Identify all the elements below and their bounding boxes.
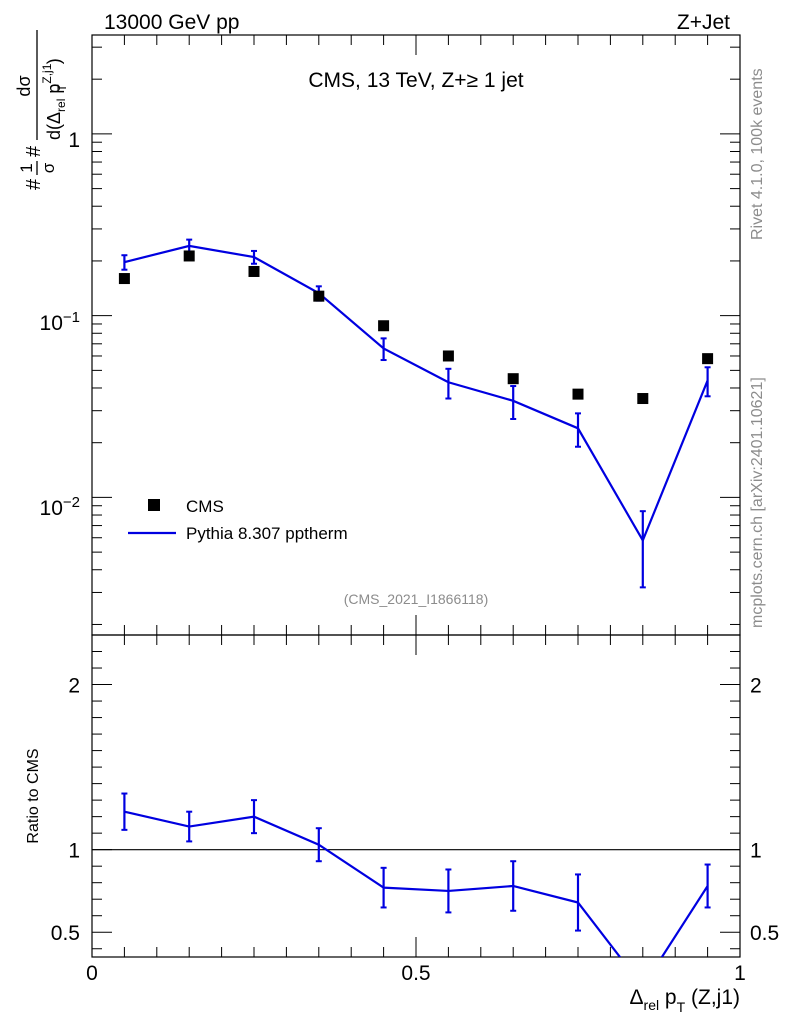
- analysis-id-label: (CMS_2021_I1866118): [344, 591, 489, 607]
- cms-data-point: [378, 320, 390, 332]
- x-tick-label: 1: [734, 962, 746, 985]
- x-axis-label: Δrel pT (Z,j1): [630, 986, 741, 1015]
- cms-data-point: [248, 265, 260, 277]
- ratio-y-tick-label-left: 2: [68, 675, 80, 698]
- main-series-group: [118, 238, 714, 589]
- cms-data-point: [702, 353, 714, 365]
- ratio-x-tick-labels: 0 0.5 1: [86, 962, 746, 985]
- legend: CMS Pythia 8.307 pptherm: [128, 497, 348, 543]
- header-process-label: Z+Jet: [677, 11, 730, 34]
- cms-data-point: [118, 273, 130, 285]
- mcplots-source-label: mcplots.cern.ch [arXiv:2401.10621]: [749, 377, 766, 628]
- y-tick-label-1: 1: [68, 129, 80, 152]
- ratio-axis-ticks: [91, 634, 741, 957]
- legend-cms-label: CMS: [186, 497, 224, 516]
- chart-title: CMS, 13 TeV, Z+≥ 1 jet: [308, 69, 523, 92]
- main-axis-ticks: [91, 35, 741, 635]
- ratio-pythia-line: [124, 810, 709, 957]
- ratio-y-tick-label-right: 2: [750, 675, 762, 698]
- cms-data-point: [442, 350, 454, 362]
- ratio-y-tick-labels: 0.5 0.5 1 1 2 2: [51, 675, 779, 946]
- y-tick-label-0.1: 10−1: [40, 309, 80, 335]
- main-y-tick-labels: 1 10−1 10−2: [40, 129, 80, 520]
- ratio-series-group: [121, 792, 711, 957]
- cms-data-point: [507, 373, 519, 385]
- main-y-axis-label: # 1 σ # dσ d(Δrel pZ,j1T): [14, 30, 69, 190]
- pythia-line: [124, 244, 709, 543]
- ratio-y-tick-label-right: 1: [750, 840, 762, 863]
- legend-cms-marker: [148, 499, 160, 511]
- ratio-panel: 0.5 0.51 12 2 0 0.5 1 Ratio to CMS Δrel pT (Z…: [25, 634, 779, 1015]
- legend-pythia-label: Pythia 8.307 pptherm: [186, 524, 348, 543]
- cms-data-point: [313, 290, 325, 302]
- header-energy-label: 13000 GeV pp: [104, 11, 239, 34]
- svg-text:#: #: [23, 178, 45, 190]
- main-panel: 1 10−1 10−2 CMS, 13 TeV, Z+≥ 1 jet (CMS_…: [14, 30, 741, 636]
- svg-text:d(Δrel pZ,j1T): d(Δrel pZ,j1T): [40, 58, 69, 140]
- cms-data-point: [572, 388, 584, 400]
- svg-text:σ: σ: [39, 162, 58, 173]
- cms-data-point: [637, 393, 649, 405]
- x-tick-label: 0.5: [401, 962, 430, 985]
- cms-data-point: [183, 250, 195, 262]
- svg-text:dσ: dσ: [14, 75, 34, 96]
- ratio-y-tick-label-left: 1: [68, 840, 80, 863]
- svg-text:#: #: [23, 145, 45, 157]
- rivet-info-label: Rivet 4.1.0, 100k events: [749, 68, 766, 240]
- ratio-y-axis-label: Ratio to CMS: [25, 748, 42, 843]
- ratio-frame: [91, 634, 741, 958]
- y-tick-label-0.01: 10−2: [40, 494, 80, 520]
- ratio-y-tick-label-left: 0.5: [51, 922, 80, 945]
- x-tick-label: 0: [86, 962, 98, 985]
- ratio-y-tick-label-right: 0.5: [750, 922, 779, 945]
- svg-text:1: 1: [17, 163, 36, 172]
